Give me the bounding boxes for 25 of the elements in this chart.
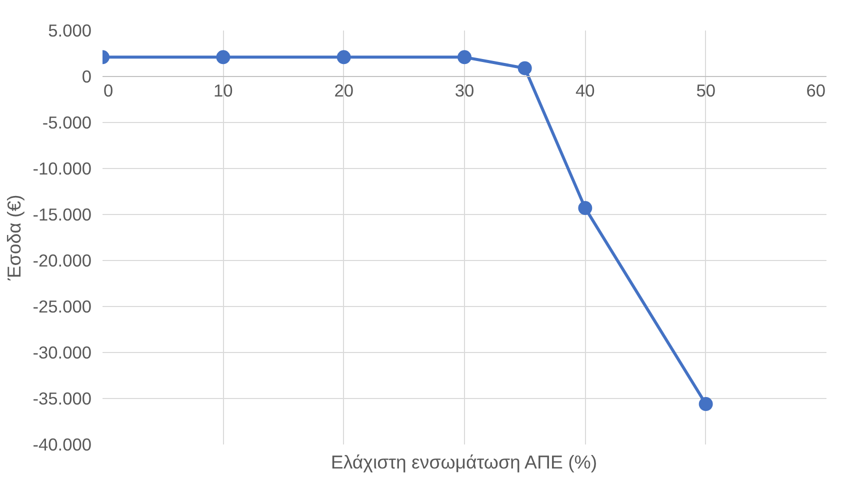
point xyxy=(698,397,713,412)
y-tick-label: -25.000 xyxy=(32,296,92,316)
y-tick-label: -40.000 xyxy=(32,434,92,454)
x-tick-label: 30 xyxy=(454,80,474,100)
y-tick-label: -5.000 xyxy=(42,112,92,132)
x-tick-label: 60 xyxy=(806,80,826,100)
x-tick-label: 10 xyxy=(214,80,233,100)
point xyxy=(458,50,472,64)
y-axis-title: Έσοδα (€) xyxy=(4,194,25,282)
point xyxy=(216,50,230,64)
y-tick-label: -20.000 xyxy=(32,250,92,270)
y-tick-label: -10.000 xyxy=(32,158,92,178)
x-tick-label: 50 xyxy=(696,80,716,100)
point xyxy=(578,201,592,216)
y-tick-label: -35.000 xyxy=(32,388,92,408)
y-tick-label: 0 xyxy=(82,66,92,86)
x-tick-label: 20 xyxy=(334,80,354,100)
x-tick-label: 40 xyxy=(576,80,595,100)
y-tick-label: 5.000 xyxy=(48,20,92,40)
y-tick-label: -15.000 xyxy=(32,204,92,224)
x-tick-label: 0 xyxy=(104,80,114,100)
y-tick-label: -30.000 xyxy=(32,342,92,362)
x-axis-title: Ελάχιστη ενσωμάτωση ΑΠΕ (%) xyxy=(330,452,598,472)
point xyxy=(336,50,351,64)
point xyxy=(518,61,532,76)
